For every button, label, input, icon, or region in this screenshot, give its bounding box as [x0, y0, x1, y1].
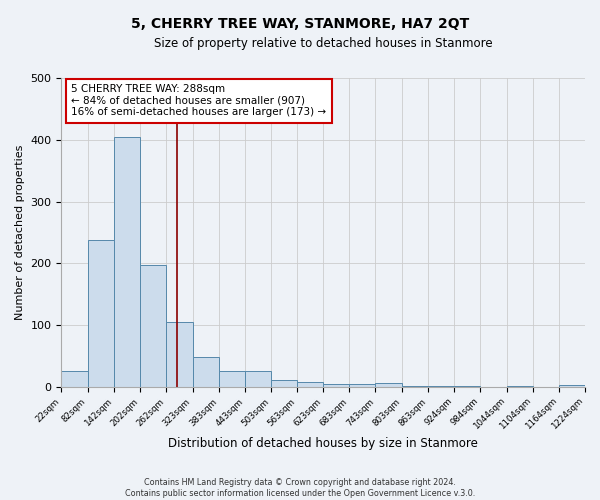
Bar [401, 386, 428, 387]
Bar [218, 372, 245, 387]
Bar [559, 385, 585, 387]
Bar [245, 372, 271, 387]
Bar [323, 384, 349, 387]
Bar [428, 386, 454, 387]
Bar [506, 386, 533, 387]
Bar [349, 384, 376, 387]
Text: Contains HM Land Registry data © Crown copyright and database right 2024.
Contai: Contains HM Land Registry data © Crown c… [125, 478, 475, 498]
Text: 5, CHERRY TREE WAY, STANMORE, HA7 2QT: 5, CHERRY TREE WAY, STANMORE, HA7 2QT [131, 18, 469, 32]
Y-axis label: Number of detached properties: Number of detached properties [15, 144, 25, 320]
Bar [61, 371, 88, 387]
Bar [166, 322, 193, 387]
Text: 5 CHERRY TREE WAY: 288sqm
← 84% of detached houses are smaller (907)
16% of semi: 5 CHERRY TREE WAY: 288sqm ← 84% of detac… [71, 84, 326, 117]
Bar [193, 357, 218, 387]
Bar [113, 138, 140, 387]
X-axis label: Distribution of detached houses by size in Stanmore: Distribution of detached houses by size … [168, 437, 478, 450]
Bar [88, 240, 113, 387]
Bar [140, 265, 166, 387]
Bar [376, 383, 401, 387]
Bar [271, 380, 297, 387]
Bar [297, 382, 323, 387]
Bar [454, 386, 481, 387]
Title: Size of property relative to detached houses in Stanmore: Size of property relative to detached ho… [154, 38, 493, 51]
